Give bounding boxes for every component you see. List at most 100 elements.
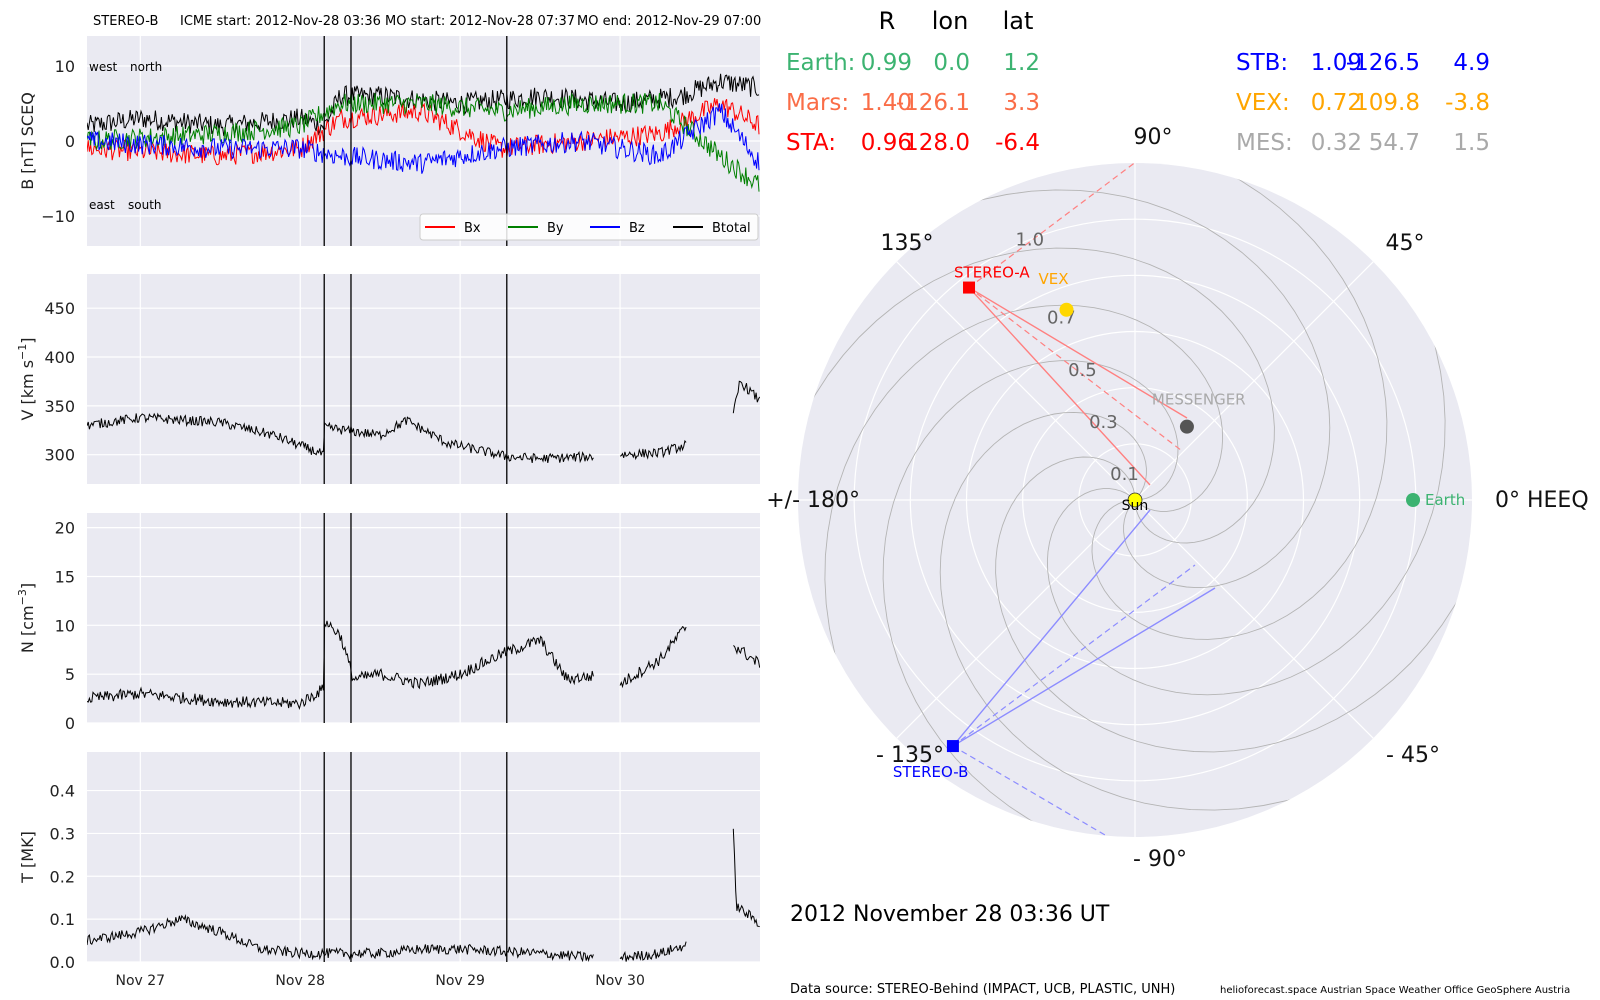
table-row-mars-lat: 3.3 (1003, 90, 1040, 116)
legend-label-bz: Bz (629, 221, 645, 236)
legend-label-by: By (547, 221, 564, 236)
mag-series-bx (87, 98, 760, 166)
polar-spoke (1134, 499, 1374, 739)
density-series-n (733, 645, 760, 668)
mag-series-by (87, 92, 760, 192)
vex-label: VEX (1039, 270, 1069, 288)
radial-label: 0.3 (1089, 412, 1118, 433)
radial-label: 0.5 (1068, 360, 1097, 381)
angle-label: 135° (881, 231, 934, 256)
sta-connection-line (968, 286, 1188, 419)
sta-connection-line (968, 287, 1151, 486)
earth-marker (1406, 493, 1421, 507)
table-row-mars-r: 1.40 (861, 90, 912, 116)
table-row-sta-name: STA: (786, 130, 836, 156)
polar-spoke (896, 499, 1136, 739)
temp-ytick-label: 0.1 (50, 910, 75, 929)
parker-spiral (798, 247, 1275, 837)
angle-label: +/- 180° (766, 488, 860, 513)
density-ytick-label: 0 (65, 714, 75, 733)
mag-label-north: north (130, 60, 162, 74)
table-row-stb-name: STB: (1236, 50, 1288, 76)
angle-label: - 90° (1133, 847, 1187, 872)
angle-label: - 45° (1386, 743, 1440, 768)
speed-panel-bg (87, 274, 760, 484)
stereo-b-label: STEREO-B (893, 763, 968, 781)
stb-connection-line (952, 587, 1216, 747)
table-header-r: R (879, 7, 896, 35)
speed-series-v (619, 439, 687, 461)
table-row-earth-r: 0.99 (861, 50, 912, 76)
temp-panel-bg (87, 752, 760, 962)
stb-dashed-line (952, 564, 1196, 747)
stereo-a-label: STEREO-A (954, 264, 1030, 282)
table-header-lat: lat (1003, 7, 1034, 35)
temp-ylabel: T [MK] (18, 831, 37, 884)
header-mo-start: MO start: 2012-Nov-28 07:37 (385, 14, 575, 29)
xtick-label: Nov 29 (435, 973, 485, 989)
stereo-a-marker (963, 281, 976, 294)
speed-series-v (732, 380, 760, 414)
radial-label: 0.1 (1110, 464, 1139, 485)
temp-series-t (619, 941, 687, 962)
temp-ytick-label: 0.0 (50, 953, 75, 972)
table-row-mars-name: Mars: (786, 90, 849, 116)
xtick-label: Nov 27 (116, 973, 166, 989)
parker-spiral (995, 163, 1472, 753)
density-ytick-label: 20 (55, 519, 75, 538)
table-row-mes-lat: 1.5 (1453, 130, 1490, 156)
footer-credits: helioforecast.space Austrian Space Weath… (1220, 985, 1570, 996)
sun-label: Sun (1122, 498, 1149, 514)
temp-series-t (87, 914, 594, 962)
speed-ytick-label: 450 (44, 299, 75, 318)
earth-label: Earth (1425, 491, 1465, 509)
table-row-earth-lat: 1.2 (1003, 50, 1040, 76)
table-row-vex-r: 0.72 (1311, 90, 1362, 116)
parker-spiral (798, 163, 1388, 640)
mag-label-south: south (128, 198, 162, 212)
messenger-marker (1179, 419, 1194, 434)
density-series-n (87, 620, 594, 710)
mag-legend: Bx By Bz Btotal (419, 213, 759, 241)
sun-marker (1127, 492, 1143, 508)
speed-ytick-label: 300 (44, 446, 75, 465)
speed-series-v (87, 412, 594, 464)
table-row-stb-lat: 4.9 (1453, 50, 1490, 76)
table-row-mes-name: MES: (1236, 130, 1293, 156)
density-panel-bg (87, 513, 760, 723)
temperature-panel: 0.0 0.1 0.2 0.3 0.4 T [MK] Nov 27 Nov 28 Nov 29 N… (18, 752, 760, 989)
polar-spoke (896, 261, 1136, 501)
density-ytick-label: 15 (55, 567, 75, 586)
table-row-vex-name: VEX: (1236, 90, 1290, 116)
messenger-label: MESSENGER (1152, 391, 1246, 409)
density-ytick-label: 5 (65, 665, 75, 684)
temp-ytick-label: 0.2 (50, 867, 75, 886)
xtick-label: Nov 28 (275, 973, 325, 989)
radial-label: 1.0 (1015, 230, 1044, 251)
table-row-sta-lat: -6.4 (995, 130, 1040, 156)
temp-ytick-label: 0.4 (50, 782, 75, 801)
stereo-b-marker (946, 740, 959, 753)
speed-ytick-label: 400 (44, 348, 75, 367)
footer-data-source: Data source: STEREO-Behind (IMPACT, UCB,… (790, 982, 1175, 997)
angle-label: 0° HEEQ (1495, 488, 1589, 513)
mag-ytick-label: 0 (65, 132, 75, 151)
table-row-stb-r: 1.09 (1311, 50, 1362, 76)
header-icme-start: ICME start: 2012-Nov-28 03:36 (180, 14, 381, 29)
legend-label-btotal: Btotal (712, 221, 751, 236)
polar-spoke (1134, 261, 1374, 501)
table-row-earth-lon: 0.0 (933, 50, 970, 76)
mag-series-bz (87, 103, 760, 174)
table-row-vex-lat: -3.8 (1445, 90, 1490, 116)
mag-label-west: west (89, 60, 117, 74)
speed-ylabel: V [km s−1] (16, 337, 37, 420)
angle-label: 45° (1386, 231, 1425, 256)
magnetic-field-panel: −10 0 10 B [nT] SCEQ (18, 36, 760, 246)
table-header-lon: lon (932, 7, 969, 35)
table-row-mars-lon: -126.1 (896, 90, 970, 116)
temp-ytick-label: 0.3 (50, 824, 75, 843)
table-row-mes-r: 0.32 (1311, 130, 1362, 156)
vex-marker (1059, 302, 1074, 317)
